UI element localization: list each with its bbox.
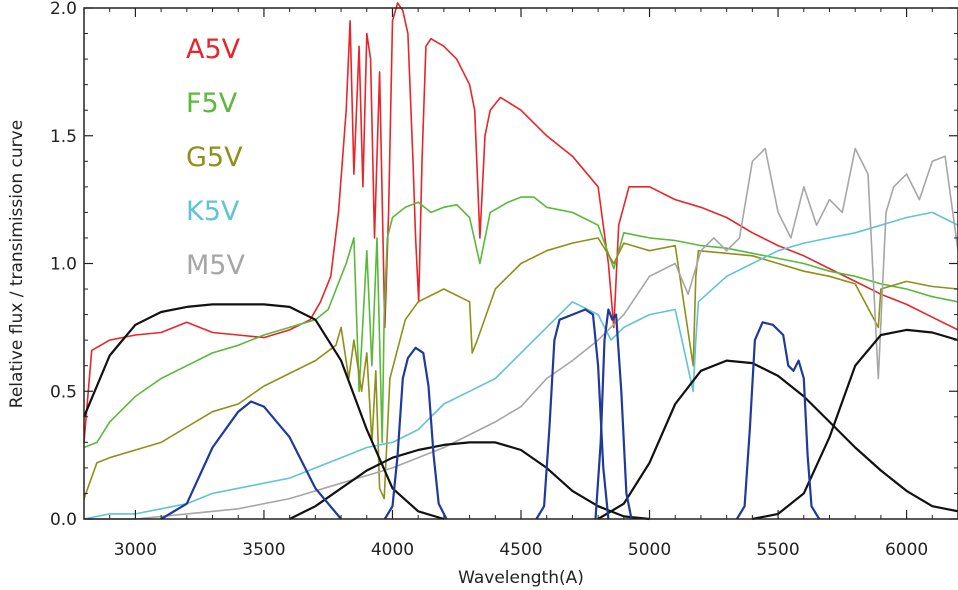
legend-entry-f5v: F5V xyxy=(186,88,238,119)
y-tick-label: 1.0 xyxy=(50,255,77,275)
legend-entry-k5v: K5V xyxy=(186,196,240,227)
x-tick-label: 3000 xyxy=(114,540,157,560)
legend-entry-a5v: A5V xyxy=(186,34,241,65)
legend: A5V F5V G5V K5V M5V xyxy=(186,34,245,281)
series-line-filter-12 xyxy=(594,308,633,520)
series-line-k5v xyxy=(83,211,958,520)
series-line-filter-5 xyxy=(82,303,445,521)
legend-entry-m5v: M5V xyxy=(186,250,245,281)
y-tick-label: 0.5 xyxy=(50,382,77,402)
series-line-filter-7 xyxy=(597,359,958,520)
ticks-layer: 3000 3500 4000 4500 5000 5500 6000 0.0 0.5 1.0 1.5… xyxy=(50,0,958,560)
x-tick-label: 5000 xyxy=(628,540,671,560)
x-axis-title: Wavelength(A) xyxy=(458,568,584,588)
series-line-f5v xyxy=(83,196,958,449)
x-tick-label: 4500 xyxy=(499,540,542,560)
series-line-m5v xyxy=(84,147,958,520)
legend-entry-g5v: G5V xyxy=(186,142,243,173)
y-tick-label: 2.0 xyxy=(50,0,77,19)
x-tick-label: 4000 xyxy=(371,540,414,560)
x-tick-label: 5500 xyxy=(756,540,799,560)
series-line-g5v xyxy=(83,237,958,500)
series-line-filter-8 xyxy=(752,328,958,521)
y-tick-label: 0.0 xyxy=(50,510,77,530)
x-tick-label: 3500 xyxy=(242,540,285,560)
series-line-filter-6 xyxy=(289,441,650,521)
x-tick-label: 6000 xyxy=(885,540,928,560)
series-line-a5v xyxy=(83,2,958,443)
y-tick-label: 1.5 xyxy=(50,127,77,147)
y-axis-title: Relative flux / transimission curve xyxy=(7,120,27,408)
series-layer xyxy=(82,2,958,521)
series-line-filter-10 xyxy=(383,346,448,520)
series-line-filter-11 xyxy=(535,308,610,520)
series-line-filter-9 xyxy=(160,400,342,520)
series-line-filter-13 xyxy=(735,321,821,520)
